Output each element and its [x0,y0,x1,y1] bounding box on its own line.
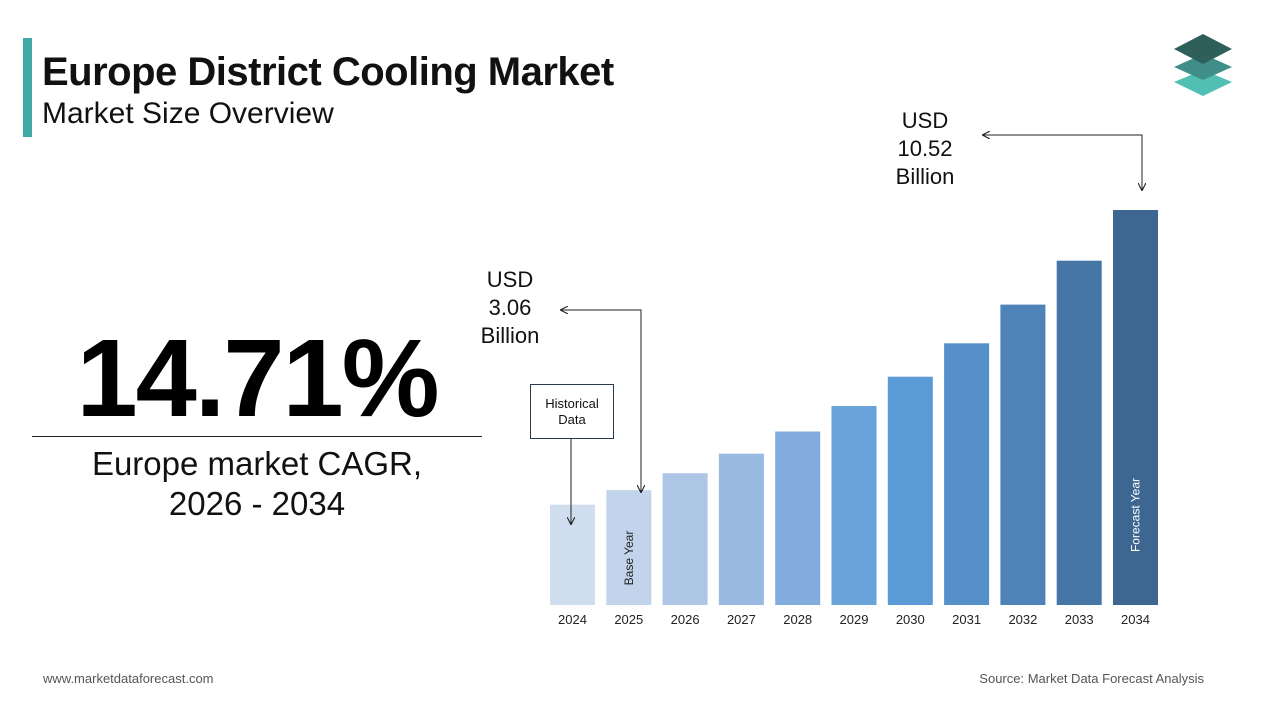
x-tick-label-2028: 2028 [783,612,812,627]
bars-layer [550,210,1158,605]
bar-2030 [887,376,933,605]
low-callout-connector [561,310,641,492]
labels-layer: 2024 2025 2026 2027 2028 2029 2030 2031 2032 2033… [558,478,1150,627]
low-value-callout: USD 3.06 Billion [480,267,540,348]
logo-layer-middle [1174,54,1232,80]
logo-layer-top [1174,34,1232,64]
cagr-value: 14.71% [76,317,439,440]
page-title: Europe District Cooling Market [42,50,614,94]
x-tick-label-2033: 2033 [1065,612,1094,627]
page-subtitle: Market Size Overview [42,97,334,130]
x-tick-label-2030: 2030 [896,612,925,627]
bar-annotation-2034: Forecast Year [1129,478,1143,552]
high-callout-connector [983,135,1142,190]
x-tick-label-2027: 2027 [727,612,756,627]
bar-2031 [944,343,990,605]
x-tick-label-2031: 2031 [952,612,981,627]
bar-annotation-2025: Base Year [622,531,636,586]
bar-2025 [606,490,652,605]
x-tick-label-2034: 2034 [1121,612,1150,627]
historical-data-box: Historical Data [530,384,614,439]
logo-layer-bottom [1174,70,1232,96]
footer-source: Source: Market Data Forecast Analysis [979,671,1204,686]
cagr-label: Europe market CAGR, 2026 - 2034 [91,445,423,522]
x-tick-label-2026: 2026 [671,612,700,627]
bar-2034 [1113,210,1158,605]
x-tick-label-2029: 2029 [840,612,869,627]
x-tick-label-2024: 2024 [558,612,587,627]
bar-2024 [550,504,595,605]
high-value-callout: USD 10.52 Billion [895,108,955,189]
bar-2027 [718,453,764,605]
connectors-layer [561,135,1142,524]
bar-2026 [662,473,708,605]
stacked-layers-logo-icon [1174,34,1232,96]
x-tick-label-2032: 2032 [1008,612,1037,627]
bar-2029 [831,406,877,605]
bar-2033 [1056,260,1102,605]
bar-2032 [1000,304,1046,605]
title-accent-bar [23,38,32,137]
cagr-divider [32,436,482,437]
footer-website: www.marketdataforecast.com [43,671,214,686]
x-tick-label-2025: 2025 [614,612,643,627]
bar-2028 [775,431,821,605]
